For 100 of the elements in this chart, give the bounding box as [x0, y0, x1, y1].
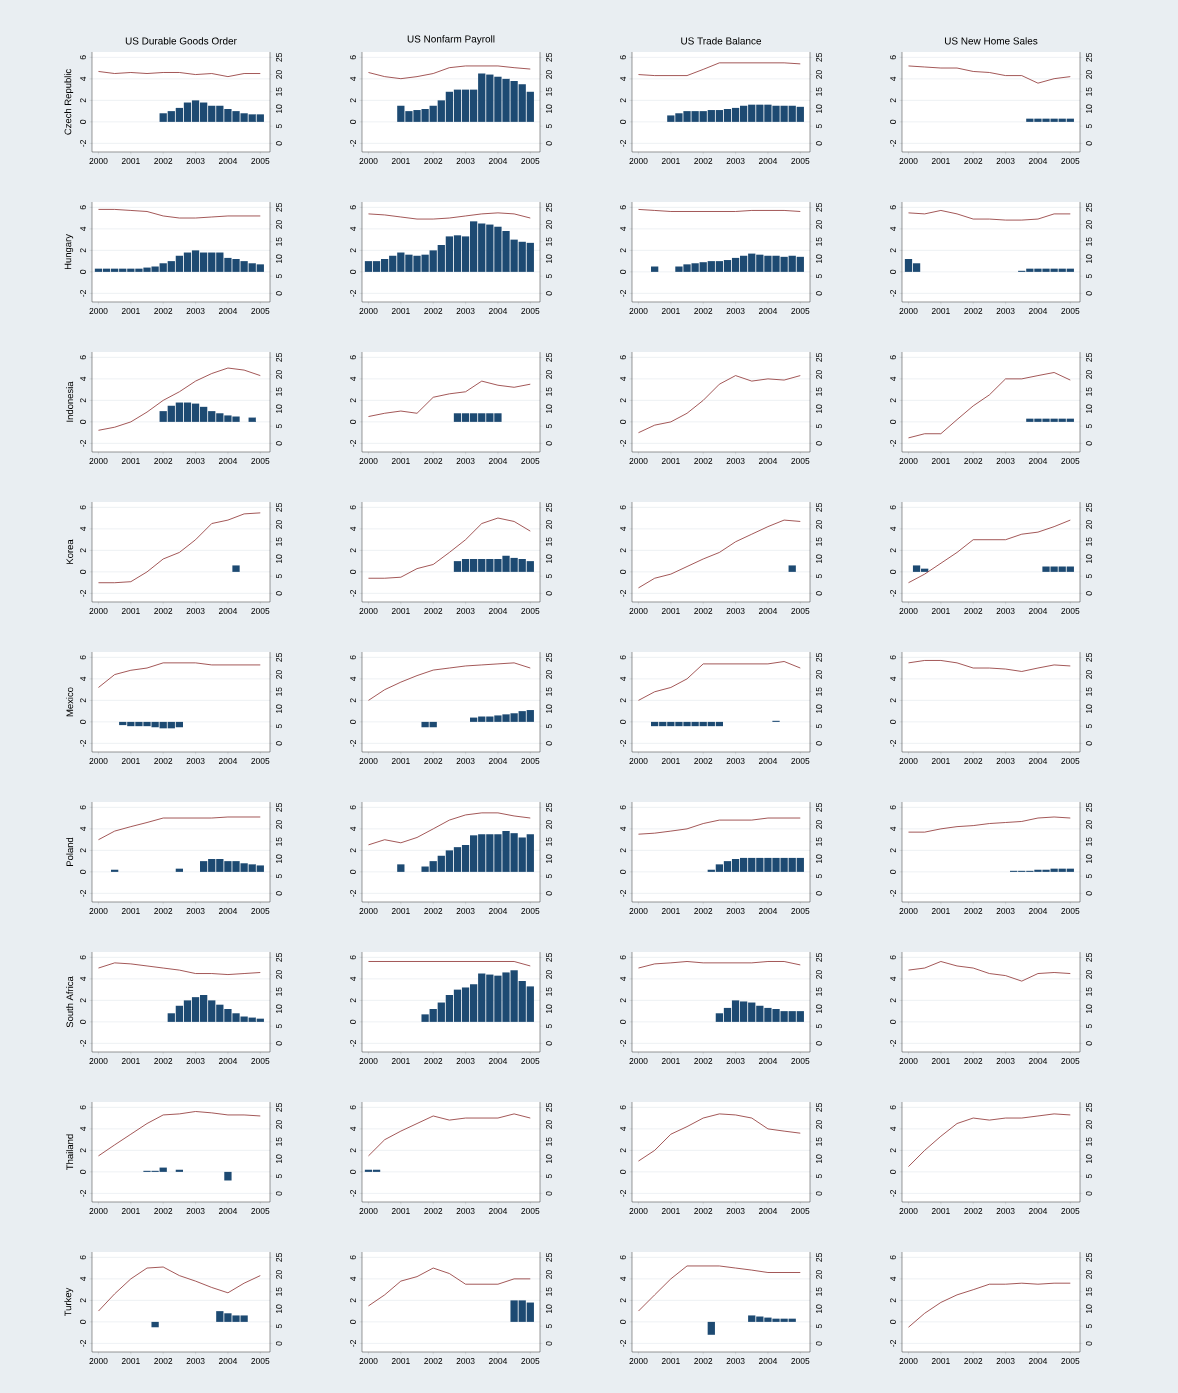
y-tick-label: 0	[890, 1169, 896, 1174]
y-tick-label: -2	[890, 1340, 896, 1347]
x-tick-label: 2002	[964, 1208, 983, 1214]
y2-tick-label: 5	[816, 1324, 822, 1329]
x-tick-label: 2001	[391, 758, 410, 764]
y-tick-label: 0	[80, 719, 86, 724]
y2-tick-label: 10	[276, 254, 282, 264]
x-tick-label: 2005	[791, 308, 810, 314]
y2-tick-label: 25	[816, 353, 823, 362]
y2-tick-label: 15	[1086, 687, 1092, 696]
y2-tick-label: 0	[546, 891, 553, 896]
x-tick-label: 2005	[791, 458, 810, 464]
x-tick-label: 2005	[521, 608, 540, 614]
y-tick-label: 4	[620, 976, 626, 982]
x-tick-label: 2004	[488, 1058, 508, 1064]
y-tick-label: 2	[890, 398, 896, 403]
x-tick-label: 2001	[931, 1358, 950, 1365]
y2-tick-label: 0	[1086, 141, 1093, 146]
y-tick-label: 0	[80, 119, 86, 124]
x-tick-label: 2004	[488, 758, 508, 764]
x-tick-label: 2001	[931, 308, 950, 314]
y2-tick-label: 20	[546, 520, 553, 529]
y-tick-label: 2	[890, 848, 896, 853]
y2-tick-label: 25	[546, 353, 553, 362]
x-tick-label: 2001	[121, 1058, 140, 1064]
y-tick-label: -2	[350, 740, 356, 747]
x-tick-label: 2005	[521, 458, 540, 464]
y2-tick-label: 20	[1086, 220, 1093, 229]
x-tick-label: 2002	[964, 1058, 983, 1064]
y2-tick-label: 5	[1086, 724, 1092, 729]
x-tick-label: 2005	[521, 1058, 540, 1064]
y2-tick-label: 15	[276, 387, 282, 396]
y2-tick-label: 25	[546, 803, 553, 812]
y-tick-label: 0	[80, 1319, 86, 1324]
y-tick-label: 6	[890, 655, 896, 660]
x-tick-label: 2003	[726, 758, 745, 764]
x-tick-label: 2002	[424, 1208, 443, 1214]
y-tick-label: 0	[890, 1319, 896, 1324]
y2-tick-label: 20	[276, 520, 282, 529]
x-tick-label: 2001	[391, 1058, 410, 1064]
y2-tick-label: 10	[546, 254, 553, 264]
chart-title: US Nonfarm Payroll	[407, 35, 495, 45]
y2-tick-label: 25	[1086, 953, 1093, 962]
y2-tick-label: 25	[546, 1253, 553, 1262]
x-tick-label: 2004	[488, 608, 508, 614]
x-tick-label: 2002	[424, 158, 443, 164]
y2-tick-label: 15	[816, 387, 822, 396]
x-tick-label: 2004	[758, 1058, 778, 1064]
y2-tick-label: 5	[546, 124, 552, 129]
x-tick-label: 2003	[456, 1358, 475, 1365]
y-tick-label: -2	[890, 1190, 896, 1197]
y2-tick-label: 15	[1086, 237, 1092, 246]
y-tick-label: 0	[620, 269, 626, 274]
y-tick-label: 6	[350, 1255, 356, 1260]
x-tick-label: 2003	[456, 158, 475, 164]
y-tick-label: 4	[80, 376, 86, 382]
x-tick-label: 2003	[726, 308, 745, 314]
x-tick-label: 2004	[488, 308, 508, 314]
y-tick-label: 4	[350, 1126, 356, 1132]
y-axis-title: Poland	[66, 837, 74, 866]
y2-tick-label: 15	[1086, 537, 1092, 546]
y2-tick-label: 0	[1086, 591, 1093, 596]
y-tick-label: 6	[350, 505, 356, 510]
line-series	[908, 660, 1071, 672]
y-tick-label: 6	[890, 55, 896, 60]
y2-tick-label: 5	[276, 124, 282, 129]
y-tick-label: 0	[350, 419, 356, 424]
y-tick-label: 6	[890, 205, 896, 210]
y2-tick-label: 10	[276, 704, 282, 714]
y2-tick-label: 15	[1086, 87, 1092, 96]
y2-tick-label: 25	[276, 1103, 282, 1112]
y-tick-label: 6	[620, 655, 626, 660]
y2-tick-label: 10	[546, 104, 553, 114]
y-tick-label: 0	[890, 569, 896, 574]
y-tick-label: 4	[80, 1276, 86, 1282]
x-tick-label: 2005	[251, 908, 270, 914]
y2-tick-label: 0	[1086, 891, 1093, 896]
y2-tick-label: 0	[816, 891, 823, 896]
x-tick-label: 2001	[121, 158, 140, 164]
y-tick-label: 4	[350, 826, 356, 832]
y-tick-label: 6	[890, 1255, 896, 1260]
y2-tick-label: 5	[276, 724, 282, 729]
y2-tick-label: 20	[276, 670, 282, 679]
y2-tick-label: 15	[546, 1137, 552, 1146]
x-tick-label: 2005	[1061, 308, 1080, 314]
x-tick-label: 2005	[521, 158, 540, 164]
y-tick-label: 6	[620, 355, 626, 360]
y2-tick-label: 15	[546, 387, 552, 396]
line-series	[908, 961, 1071, 982]
y2-tick-label: 15	[546, 987, 552, 996]
y-tick-label: 4	[80, 976, 86, 982]
y-tick-label: 2	[890, 998, 896, 1003]
x-tick-label: 2004	[758, 1208, 778, 1214]
y-tick-label: 4	[620, 676, 626, 682]
y2-tick-label: 0	[1086, 1341, 1093, 1346]
y2-tick-label: 5	[546, 724, 552, 729]
line-series	[98, 367, 261, 431]
x-tick-label: 2003	[726, 458, 745, 464]
y2-tick-label: 0	[1086, 1191, 1093, 1196]
y2-tick-label: 15	[816, 1287, 822, 1296]
